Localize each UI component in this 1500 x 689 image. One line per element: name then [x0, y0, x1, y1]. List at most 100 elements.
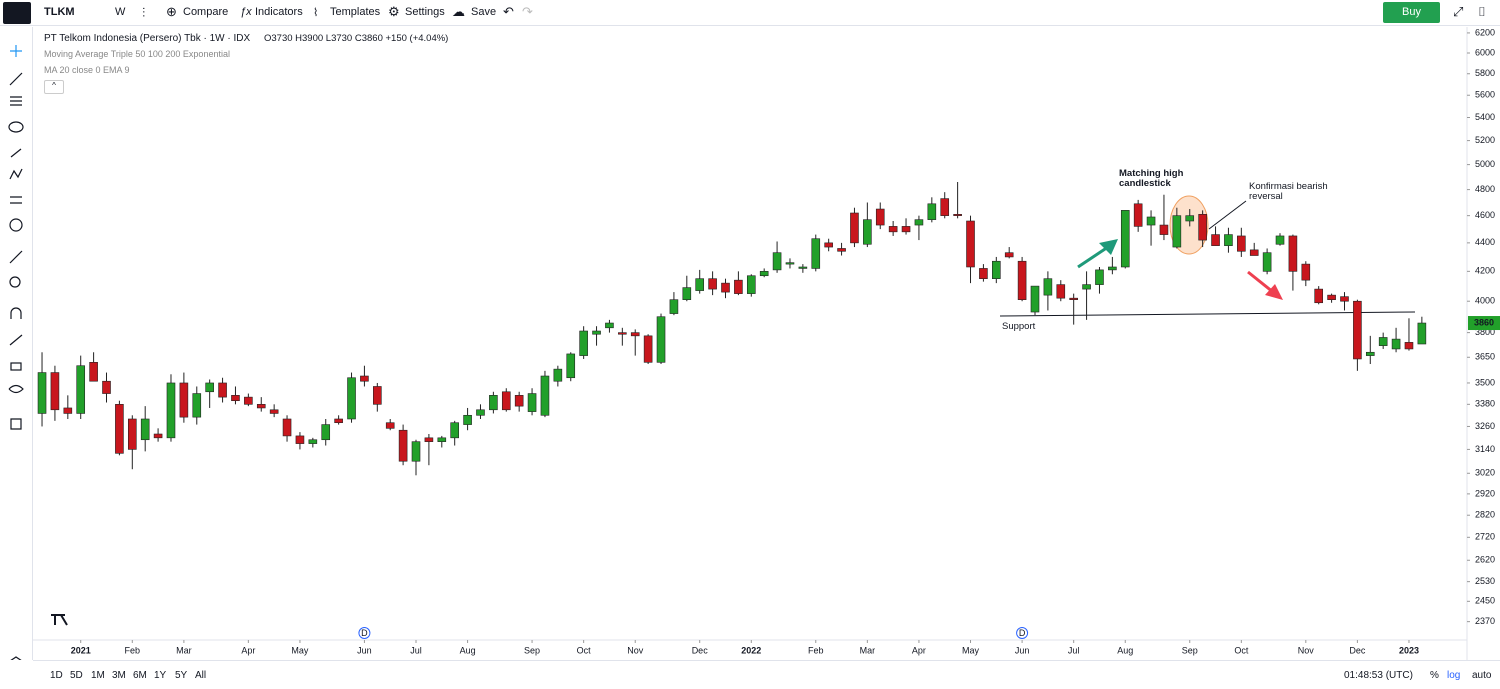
candle-body — [1314, 288, 1323, 304]
save-icon[interactable]: ☁ — [452, 4, 465, 19]
range-button[interactable]: 5Y — [175, 670, 188, 681]
candle-body — [347, 377, 356, 420]
settings[interactable]: Settings — [405, 6, 445, 18]
y-tick-label: 3260 — [1475, 421, 1495, 431]
candle-body — [1017, 260, 1027, 300]
x-tick-label: Sep — [524, 645, 540, 655]
candle-body — [282, 418, 292, 437]
tool-icons[interactable] — [8, 45, 24, 660]
interval[interactable]: W — [115, 6, 126, 18]
compare[interactable]: Compare — [183, 6, 229, 18]
candle-body — [940, 198, 950, 216]
collapse-button[interactable]: ^ — [44, 80, 64, 94]
x-tick-label: Apr — [912, 645, 926, 655]
candle-body — [772, 252, 782, 271]
annotation: Konfirmasi bearish reversal — [1249, 181, 1328, 202]
templates[interactable]: Templates — [330, 6, 381, 18]
x-tick-label: Apr — [241, 645, 255, 655]
undo[interactable]: ↶ — [503, 4, 514, 19]
x-tick-label: Nov — [627, 645, 644, 655]
candle-body — [256, 404, 266, 409]
candle-body — [811, 238, 821, 269]
x-tick-label: May — [291, 645, 309, 655]
candle-body — [527, 393, 537, 412]
y-tick-label: 5800 — [1475, 68, 1495, 78]
snapshot[interactable]: ⌷ — [1478, 4, 1486, 19]
candle-body — [708, 278, 717, 290]
range-button[interactable]: All — [195, 670, 207, 681]
logo[interactable] — [3, 2, 31, 24]
buy-button[interactable]: Buy — [1383, 2, 1440, 23]
range-button[interactable]: 1M — [91, 670, 105, 681]
auto-toggle[interactable]: auto — [1472, 670, 1492, 681]
support-line — [999, 311, 1416, 317]
x-tick-label: Nov — [1298, 645, 1315, 655]
percent-toggle[interactable]: % — [1430, 670, 1439, 681]
candle-body — [244, 396, 253, 405]
candle-body — [630, 332, 640, 337]
callout-line — [1208, 200, 1247, 230]
candle-body — [1082, 284, 1091, 290]
x-tick-label: Feb — [808, 645, 824, 655]
y-tick-label: 6200 — [1475, 27, 1495, 37]
range-button[interactable]: 1D — [50, 670, 63, 681]
x-tick-label: May — [962, 645, 980, 655]
legend-study[interactable]: Moving Average Triple 50 100 200 Exponen… — [44, 49, 230, 59]
save[interactable]: Save — [471, 6, 497, 18]
candle-body — [76, 365, 86, 414]
settings-icon[interactable]: ⚙ — [388, 4, 400, 19]
y-tick-label: 3800 — [1475, 327, 1495, 337]
x-tick-label: Oct — [1234, 645, 1249, 655]
y-tick-label: 4800 — [1475, 184, 1495, 194]
candle-body — [411, 441, 421, 462]
y-tick-label: 2450 — [1475, 596, 1495, 606]
candle-body — [592, 330, 601, 335]
legend-ohlc: O3730 H3900 L3730 C3860 +150 (+4.04%) — [264, 33, 449, 44]
range-button[interactable]: 6M — [133, 670, 147, 681]
candle-body — [1120, 210, 1130, 268]
candle-body — [721, 282, 730, 293]
y-tick-label: 2530 — [1475, 576, 1495, 586]
bottom-toolbar: 01:48:53 (UTC) % log auto 1D 5D 1M 3M 6M 1Y 5Y… — [33, 660, 1500, 689]
candle-body — [514, 395, 524, 407]
candle-body — [553, 368, 563, 382]
arrow-down-head — [1265, 284, 1283, 300]
y-tick-label: 3650 — [1475, 352, 1495, 362]
y-tick-label: 2720 — [1475, 532, 1495, 542]
log-toggle[interactable]: log — [1447, 670, 1461, 681]
redo[interactable]: ↷ — [522, 4, 533, 19]
fullscreen[interactable]: ⤢ — [1453, 4, 1464, 19]
candle-body — [269, 409, 279, 414]
indicators-icon[interactable]: ƒx — [240, 6, 252, 18]
compare-icon[interactable]: ⊕ — [166, 4, 177, 19]
candle-body — [450, 422, 459, 439]
range-button[interactable]: 5D — [70, 670, 83, 681]
range-button[interactable]: 3M — [112, 670, 126, 681]
x-tick-label: Jul — [410, 645, 422, 655]
candle-body — [50, 372, 60, 411]
candle-body — [695, 278, 705, 291]
candle-body — [308, 439, 318, 444]
candle-body — [1133, 203, 1143, 227]
candle-body — [540, 375, 550, 416]
candle-body — [295, 435, 305, 444]
candle-body — [1159, 224, 1169, 235]
candle-body — [179, 382, 189, 418]
candle-body — [888, 226, 898, 233]
y-tick-label: 5600 — [1475, 90, 1495, 100]
candle-body — [1275, 235, 1285, 245]
symbol[interactable]: TLKM — [44, 6, 75, 18]
y-tick-label: 3020 — [1475, 468, 1495, 478]
candle-body — [875, 208, 885, 226]
bar-style-icon[interactable]: ⫶ — [142, 5, 146, 20]
candle-body — [850, 212, 859, 244]
indicators[interactable]: Indicators — [255, 6, 303, 18]
candle-body — [1056, 284, 1066, 299]
candle-body — [127, 418, 137, 450]
range-button[interactable]: 1Y — [154, 670, 167, 681]
y-tick-label: 2820 — [1475, 510, 1495, 520]
candle-body — [373, 386, 382, 405]
arrow-up — [1077, 245, 1109, 269]
templates-icon[interactable]: ⌇ — [313, 7, 319, 19]
legend-study[interactable]: MA 20 close 0 EMA 9 — [44, 65, 130, 75]
